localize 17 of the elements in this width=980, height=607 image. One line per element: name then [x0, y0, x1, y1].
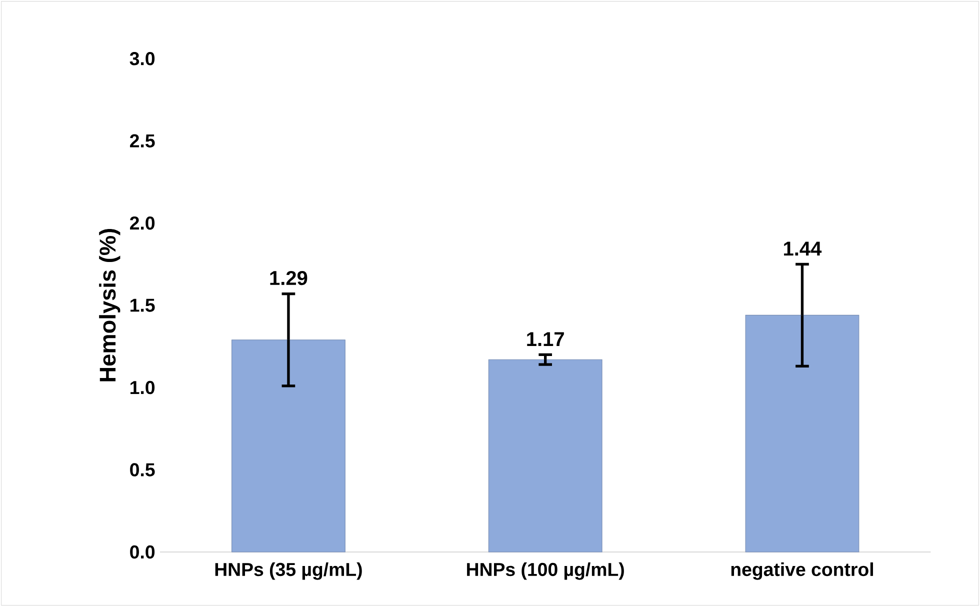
data-label: 1.29 [270, 271, 308, 286]
x-tick-label: HNPs (100 µg/mL) [467, 562, 624, 580]
y-axis-title: Hemolysis (%) [99, 229, 120, 382]
bar [488, 359, 602, 552]
bar [232, 340, 346, 552]
y-tick-label: 0.5 [130, 463, 155, 477]
y-tick-label: 0.0 [130, 546, 155, 559]
bar [745, 315, 860, 552]
y-tick-label: 1.0 [130, 381, 155, 394]
data-label: 1.17 [527, 332, 564, 346]
y-tick-label: 3.0 [130, 52, 155, 66]
y-tick-label: 2.0 [130, 216, 155, 230]
x-tick-label: HNPs (35 µg/mL) [215, 562, 362, 580]
data-label: 1.44 [784, 242, 822, 256]
y-tick-label: 2.5 [130, 134, 155, 148]
x-tick-label: negative control [731, 562, 873, 580]
y-tick-label: 1.5 [130, 298, 155, 312]
